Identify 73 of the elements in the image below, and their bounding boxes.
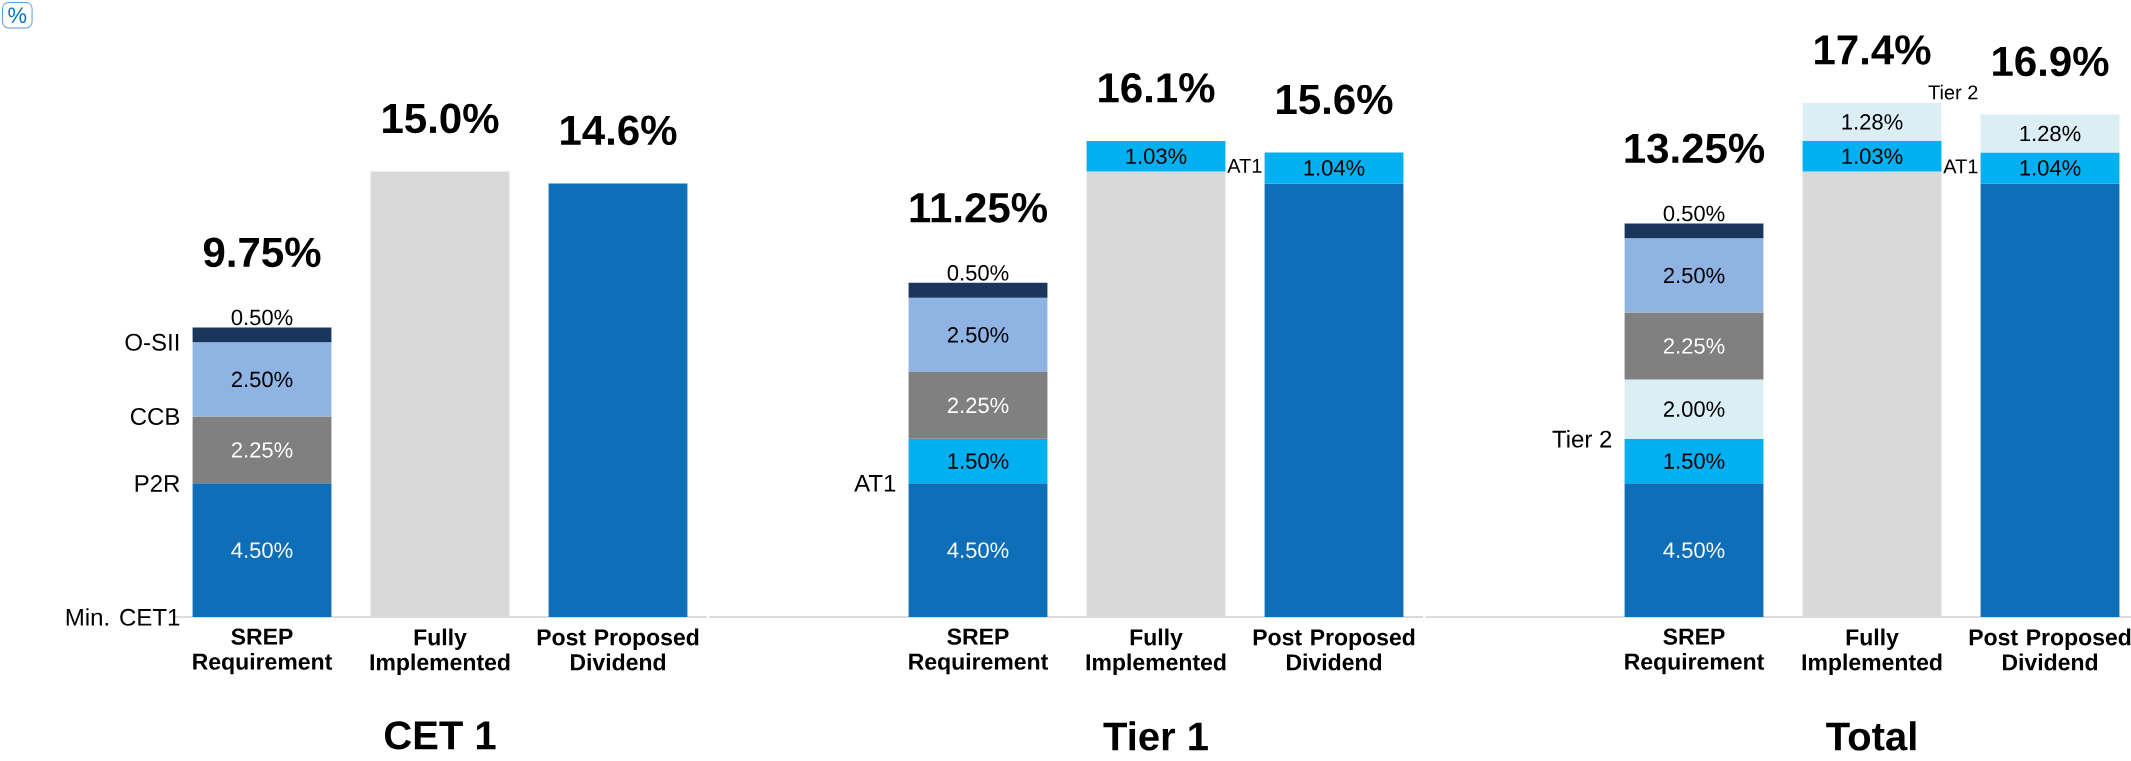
x-tick-label: Fully Implemented <box>1086 628 1226 675</box>
data-label: 2.50% <box>231 371 293 388</box>
bar <box>908 282 1048 298</box>
bar <box>1980 152 2120 184</box>
data-label: 1.28% <box>2020 125 2081 142</box>
series-label: P2R <box>135 474 180 492</box>
data-label: 2.50% <box>1663 267 1725 284</box>
data-label: 0.50% <box>947 265 1009 281</box>
data-label: 0.50% <box>231 309 293 326</box>
x-tick-label: Fully Implemented <box>370 628 510 675</box>
total-label: 16.1% <box>1099 72 1215 103</box>
bar <box>192 342 332 417</box>
series-label: O-SII <box>125 333 179 351</box>
bar <box>192 483 332 617</box>
series-label: Min. CET1 <box>66 608 180 626</box>
data-label: 1.04% <box>2020 160 2081 176</box>
bar <box>1624 312 1764 380</box>
bar <box>1624 483 1764 617</box>
x-axis-title: Total <box>1826 721 1916 751</box>
data-label: 4.50% <box>947 542 1009 558</box>
bar <box>1980 114 2120 153</box>
data-label: 2.25% <box>231 442 293 458</box>
bar <box>1264 152 1404 184</box>
data-label: 1.04% <box>1304 160 1365 176</box>
series-label: Tier 2 <box>1552 429 1612 448</box>
x-tick-label: Fully Implemented <box>1802 628 1942 675</box>
x-tick-label: Post Proposed Dividend <box>1253 628 1415 671</box>
total-label: 15.0% <box>383 103 499 134</box>
bar <box>1802 102 1942 141</box>
data-label: 1.50% <box>948 453 1009 469</box>
x-tick-label: SREP Requirement <box>909 628 1049 675</box>
x-axis-title: Tier 1 <box>1103 721 1208 751</box>
data-label: 0.50% <box>1663 205 1725 222</box>
text: % <box>8 7 27 23</box>
total-label: 13.25% <box>1625 133 1765 164</box>
x-tick-label: Post Proposed Dividend <box>1969 628 2131 671</box>
x-axis-title: CET 1 <box>384 721 496 750</box>
series-label: CCB <box>130 408 180 426</box>
bar <box>1624 379 1764 439</box>
x-tick-label: SREP Requirement <box>1625 628 1765 675</box>
bar <box>1086 140 1226 172</box>
bar <box>908 371 1048 439</box>
bar <box>908 483 1048 617</box>
bar <box>908 438 1048 484</box>
total-label: 17.4% <box>1815 35 1931 65</box>
bar <box>1624 238 1764 313</box>
bar <box>1802 140 1942 172</box>
data-label: 2.00% <box>1663 401 1725 417</box>
total-label: 9.75% <box>203 237 321 268</box>
annotation: AT1 <box>1943 159 1978 174</box>
bar <box>1624 438 1764 484</box>
data-label: 1.50% <box>1664 453 1725 469</box>
total-label: 11.25% <box>910 192 1047 223</box>
bar <box>192 416 332 484</box>
x-tick-label: Post Proposed Dividend <box>537 628 699 671</box>
data-label: 2.25% <box>1663 338 1725 354</box>
total-label: 15.6% <box>1277 84 1393 115</box>
annotation: AT1 <box>1227 158 1262 173</box>
data-label: 4.50% <box>1663 542 1725 558</box>
data-label: 4.50% <box>231 542 293 558</box>
data-label: 2.50% <box>947 327 1009 343</box>
total-label: 16.9% <box>1993 46 2109 77</box>
data-label: 1.03% <box>1126 148 1187 164</box>
bar <box>908 297 1048 372</box>
series-label: AT1 <box>854 475 896 492</box>
total-label: 14.6% <box>561 115 677 146</box>
bar <box>192 327 332 343</box>
data-label: 1.03% <box>1842 148 1903 164</box>
data-label: 2.25% <box>947 397 1009 414</box>
text: Tier 2 <box>1928 84 1978 100</box>
bar <box>1624 223 1764 239</box>
data-label: 1.28% <box>1842 114 1903 130</box>
x-tick-label: SREP Requirement <box>193 628 333 675</box>
